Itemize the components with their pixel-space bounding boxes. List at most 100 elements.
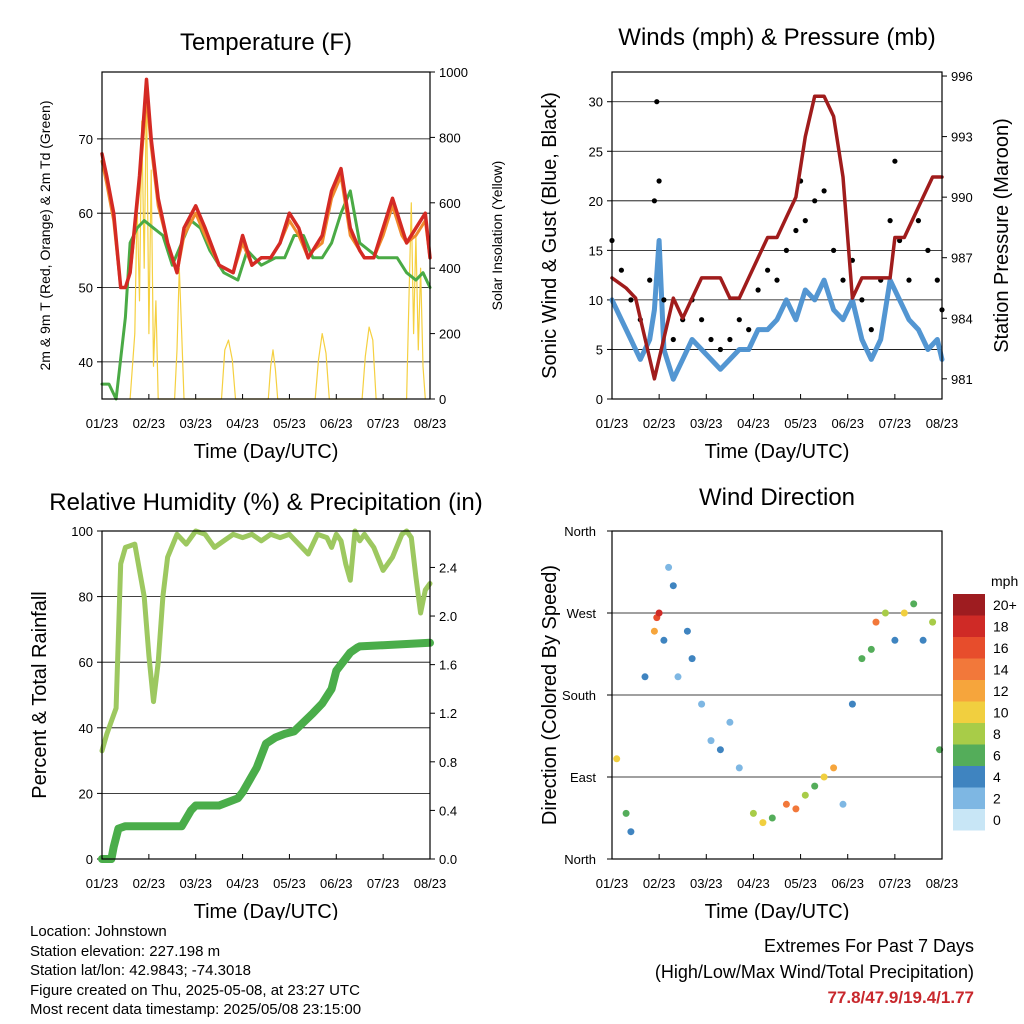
x-tick-label: 07/23: [879, 876, 912, 891]
gust-point: [868, 327, 874, 333]
x-tick-label: 04/23: [226, 416, 259, 431]
station-elevation: Station elevation: 227.198 m: [30, 942, 221, 960]
legend-swatch: [953, 723, 985, 745]
gust-point: [755, 287, 761, 293]
legend-swatch: [953, 701, 985, 723]
y-axis-label-right: Solar Insolation (Yellow): [489, 161, 505, 311]
x-tick-label: 03/23: [179, 876, 212, 891]
direction-point: [641, 673, 649, 681]
x-tick-label: 08/23: [926, 876, 959, 891]
y-axis-label: 2m & 9m T (Red, Orange) & 2m Td (Green): [37, 101, 53, 371]
gust-point: [892, 158, 898, 164]
x-tick-label: 01/23: [86, 416, 119, 431]
direction-point: [872, 618, 880, 626]
x-axis-label: Time (Day/UTC): [705, 441, 850, 463]
x-tick-label: 05/23: [784, 876, 817, 891]
gust-point: [925, 247, 931, 253]
gust-point: [821, 188, 827, 194]
direction-point: [858, 655, 866, 663]
x-axis-label: Time (Day/UTC): [194, 901, 339, 920]
legend-swatch: [953, 658, 985, 680]
legend-label: 10: [993, 704, 1009, 720]
gust-point: [717, 346, 724, 353]
direction-point: [820, 773, 828, 781]
temperature-panel: 40 50 60 70 0 200 400 600 800 1000 Temperature (F)…: [37, 29, 505, 463]
speed-legend: mph 20+ 18 16 14 12 10 8 6 4 2 0: [953, 573, 1018, 831]
direction-point: [759, 819, 767, 827]
legend-label: 14: [993, 661, 1009, 677]
x-tick-label: 01/23: [86, 876, 119, 891]
y-tick-label-right: 0: [439, 392, 446, 407]
direction-point: [830, 764, 838, 772]
legend-swatch: [953, 766, 985, 788]
y-tick-label-right: 2.4: [439, 560, 457, 575]
direction-point: [650, 627, 658, 635]
direction-point: [669, 582, 677, 590]
direction-point: [707, 737, 715, 745]
x-tick-label: 07/23: [879, 416, 912, 431]
legend-label: 12: [993, 683, 1009, 699]
gust-point: [831, 247, 837, 253]
y-tick-label: East: [570, 770, 596, 785]
y-tick-label-right: 600: [439, 196, 461, 211]
y-tick-label: 30: [589, 95, 603, 110]
legend-label: 8: [993, 726, 1001, 742]
series-line-td2m: [100, 189, 432, 401]
x-tick-label: 07/23: [367, 876, 400, 891]
series-line-precip: [98, 638, 434, 863]
y-tick-label-right: 987: [951, 251, 973, 266]
legend-label: 16: [993, 640, 1009, 656]
direction-point: [674, 673, 682, 681]
direction-point: [688, 655, 696, 663]
y-tick-label: 70: [79, 132, 93, 147]
gust-point: [661, 297, 667, 303]
x-tick-label: 05/23: [273, 876, 306, 891]
y-tick-label-right: 0.8: [439, 755, 457, 770]
plot-border: [611, 530, 943, 860]
gust-point: [618, 267, 625, 273]
y-tick-label: North: [564, 524, 596, 539]
gust-point: [628, 297, 634, 303]
y-tick-label: 80: [79, 590, 93, 605]
direction-point: [900, 609, 908, 617]
series-line-t2m: [100, 77, 432, 290]
gust-point: [859, 297, 865, 303]
direction-point: [665, 563, 673, 571]
x-tick-label: 01/23: [596, 416, 629, 431]
x-tick-label: 02/23: [133, 876, 166, 891]
y-tick-label-right: 981: [951, 372, 973, 387]
gust-point: [906, 277, 912, 283]
wind-direction-panel: North East South West North Wind Direction Tim…: [539, 484, 958, 920]
legend-label: 2: [993, 790, 1001, 806]
direction-point: [768, 814, 776, 822]
legend-swatch: [953, 787, 985, 809]
y-tick-label-right: 200: [439, 327, 461, 342]
y-axis-label-right: Station Pressure (Maroon): [991, 118, 1013, 353]
gust-point: [647, 277, 653, 283]
x-tick-label: 02/23: [133, 416, 166, 431]
x-tick-label: 06/23: [320, 416, 353, 431]
y-tick-label: 25: [589, 144, 603, 159]
direction-point: [716, 746, 724, 754]
x-tick-label: 04/23: [737, 416, 770, 431]
direction-point: [811, 782, 819, 790]
chart-title: Wind Direction: [699, 484, 855, 511]
y-tick-label-right: 0.0: [439, 852, 457, 867]
y-tick-label-right: 0.4: [439, 803, 457, 818]
y-tick-label: 100: [71, 524, 93, 539]
direction-point: [891, 636, 899, 644]
direction-point: [881, 609, 889, 617]
legend-label: 0: [993, 812, 1001, 828]
gust-point: [765, 267, 771, 273]
x-tick-label: 05/23: [273, 416, 306, 431]
chart-title: Relative Humidity (%) & Precipitation (i…: [49, 489, 482, 516]
plot-border: [101, 530, 431, 860]
station-location: Location: Johnstown: [30, 923, 167, 940]
direction-point: [655, 609, 663, 617]
y-axis-label: Sonic Wind & Gust (Blue, Black): [539, 92, 561, 379]
gust-point: [840, 277, 846, 283]
legend-label: 6: [993, 747, 1001, 763]
gust-point: [793, 227, 799, 234]
direction-point: [919, 636, 927, 644]
